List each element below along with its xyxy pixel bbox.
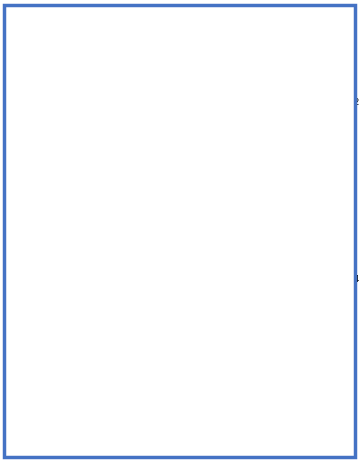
Text: 12 yd: 12 yd [348, 98, 359, 107]
Bar [196, 353, 327, 371]
Text: 54 ft: 54 ft [77, 119, 98, 127]
Text: 10 yd: 10 yd [143, 185, 168, 194]
Text: 14 in: 14 in [348, 274, 359, 283]
Text: 2.: 2. [188, 83, 199, 94]
Text: 22 yd: 22 yd [166, 364, 191, 373]
Text: 1.: 1. [20, 83, 30, 94]
Text: 24 yd: 24 yd [71, 205, 96, 213]
Bar [206, 174, 291, 212]
FancyBboxPatch shape [15, 12, 41, 36]
Text: 6.: 6. [188, 258, 199, 268]
Bar [27, 85, 162, 117]
Text: 36 yd: 36 yd [250, 119, 275, 127]
Text: 14 yd: 14 yd [150, 276, 176, 285]
Text: 12 ft: 12 ft [234, 213, 255, 222]
Text: Learning: Learning [19, 37, 88, 51]
Text: Grade 5 Geometry Worksheet: Grade 5 Geometry Worksheet [20, 64, 176, 74]
Text: 6 yd: 6 yd [330, 358, 349, 368]
Text: Find the perimeter and area of each rectangle.: Find the perimeter and area of each rect… [20, 73, 253, 83]
Bar [192, 261, 345, 293]
Text: 39 in: 39 in [250, 294, 272, 303]
Text: 25 yd: 25 yd [242, 373, 267, 382]
Text: Online reading & math for K-5: Online reading & math for K-5 [16, 438, 136, 447]
Bar [38, 260, 147, 297]
Bar [196, 85, 345, 117]
Bar [38, 174, 140, 203]
Text: 7.: 7. [20, 344, 30, 354]
Text: 4.: 4. [188, 171, 199, 181]
Text: 5.: 5. [20, 258, 30, 268]
Text: Rectangles - area and perimeter: Rectangles - area and perimeter [20, 43, 313, 58]
Text: K5: K5 [22, 19, 34, 28]
Text: 47 yd: 47 yd [76, 388, 102, 397]
Text: 8.: 8. [188, 344, 199, 354]
Text: 14 ft: 14 ft [294, 190, 314, 199]
Text: 13 ft: 13 ft [164, 98, 186, 107]
Text: 3.: 3. [20, 171, 30, 181]
Bar [29, 346, 163, 387]
Text: 21 yd: 21 yd [74, 299, 100, 308]
Text: ©  www.k5learning.com: © www.k5learning.com [248, 438, 345, 447]
